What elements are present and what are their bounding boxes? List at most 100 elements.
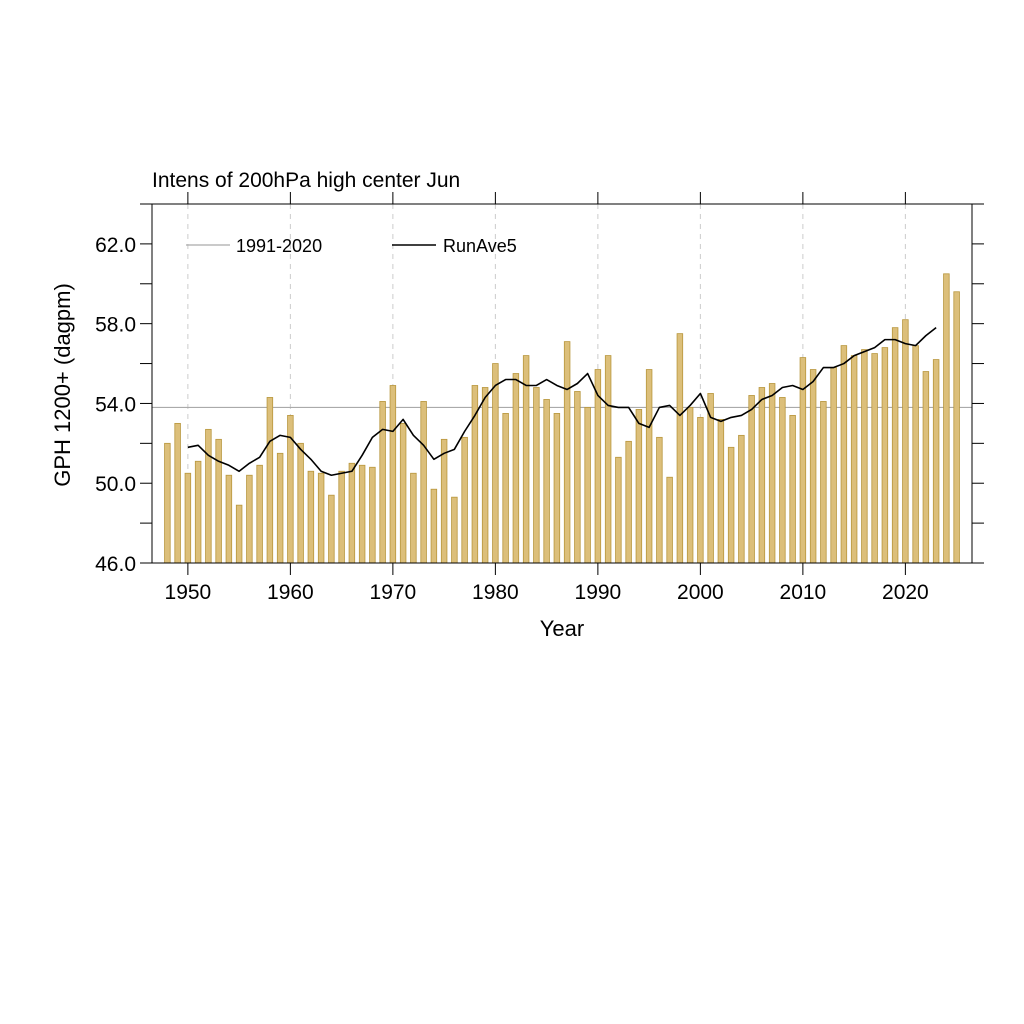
bar-1948 xyxy=(164,442,171,564)
bar-1962 xyxy=(307,470,315,564)
bar-1975 xyxy=(440,438,448,564)
bar-2006 xyxy=(758,387,766,564)
bar-1963 xyxy=(317,472,325,564)
bar-2019 xyxy=(891,327,899,564)
bar-2021 xyxy=(912,345,919,564)
bar-2017 xyxy=(871,353,878,564)
bar-1954 xyxy=(225,474,233,564)
bar-1981 xyxy=(502,413,509,564)
bar-1991 xyxy=(604,355,612,564)
bar-1988 xyxy=(574,391,581,564)
x-tick-label-1960: 1960 xyxy=(267,581,314,604)
y-tick-label-46: 46.0 xyxy=(95,553,136,576)
bar-1951 xyxy=(194,460,202,564)
bar-1999 xyxy=(686,407,694,564)
bar-2016 xyxy=(861,349,868,564)
bar-1992 xyxy=(615,456,622,564)
bar-1959 xyxy=(276,452,284,564)
y-tick-labels: 46.0 50.0 54.0 58.0 62.0 xyxy=(95,234,136,576)
bar-1998 xyxy=(676,333,684,564)
x-tick-label-1950: 1950 xyxy=(165,581,212,604)
bar-1997 xyxy=(666,476,673,564)
bar-1980 xyxy=(492,363,499,564)
runave-line-layer xyxy=(187,327,937,477)
bar-1949 xyxy=(174,422,181,564)
bar-2014 xyxy=(840,345,848,564)
bar-2000 xyxy=(697,417,704,564)
bar-1955 xyxy=(235,504,243,564)
bar-1956 xyxy=(246,474,253,564)
bar-1993 xyxy=(625,440,632,564)
bar-1986 xyxy=(553,413,561,564)
legend: 1991-2020 RunAve5 xyxy=(186,236,517,256)
bar-1952 xyxy=(205,428,212,564)
x-tick-labels: 1950 1960 1970 1980 1990 2000 2010 2020 xyxy=(165,581,929,604)
bar-1969 xyxy=(379,401,386,564)
bar-1973 xyxy=(420,401,427,564)
bar-2002 xyxy=(717,418,725,564)
bar-1996 xyxy=(656,436,663,564)
bar-2011 xyxy=(809,369,817,564)
bar-1971 xyxy=(399,422,407,564)
y-tick-label-54: 54.0 xyxy=(95,393,136,416)
bar-1979 xyxy=(481,387,489,564)
x-tick-label-1980: 1980 xyxy=(472,581,519,604)
bar-2020 xyxy=(902,319,909,564)
legend-label-runave5: RunAve5 xyxy=(443,236,517,256)
bar-1995 xyxy=(645,369,653,564)
x-tick-label-2020: 2020 xyxy=(882,581,929,604)
bar-1970 xyxy=(389,385,397,564)
bar-1976 xyxy=(451,496,458,564)
x-tick-label-2010: 2010 xyxy=(780,581,827,604)
bar-1974 xyxy=(430,488,438,564)
bar-1966 xyxy=(348,462,356,564)
bar-1967 xyxy=(358,464,366,564)
bar-1977 xyxy=(461,436,468,564)
bars-layer xyxy=(164,273,960,564)
x-axis-title: Year xyxy=(540,616,584,641)
bar-1965 xyxy=(338,470,345,564)
bar-2023 xyxy=(932,359,940,564)
bar-2022 xyxy=(922,371,930,564)
bar-2008 xyxy=(779,397,786,564)
bar-1950 xyxy=(184,472,192,564)
bar-1958 xyxy=(266,397,274,564)
plot-frame xyxy=(151,203,973,564)
bar-1953 xyxy=(215,438,222,564)
ticks-layer xyxy=(140,192,984,575)
bar-1964 xyxy=(328,494,335,564)
bar-1994 xyxy=(635,409,643,564)
bar-2003 xyxy=(727,446,735,564)
bar-1968 xyxy=(369,466,376,564)
bar-2018 xyxy=(881,347,889,564)
series-line-runave5 xyxy=(187,327,937,477)
bar-1989 xyxy=(584,407,591,564)
bar-2025 xyxy=(953,291,960,564)
y-tick-label-62: 62.0 xyxy=(95,234,136,257)
chart-title: Intens of 200hPa high center Jun xyxy=(152,169,460,192)
x-tick-label-1970: 1970 xyxy=(370,581,417,604)
bar-2012 xyxy=(820,401,827,564)
bar-2005 xyxy=(748,395,755,564)
bar-2004 xyxy=(738,434,745,564)
bar-2015 xyxy=(850,355,858,564)
bar-1985 xyxy=(543,399,550,564)
bar-1982 xyxy=(512,373,520,564)
bar-1984 xyxy=(533,387,540,564)
bar-2009 xyxy=(789,415,796,564)
bar-1972 xyxy=(410,472,417,564)
x-tick-label-1990: 1990 xyxy=(575,581,622,604)
bar-1983 xyxy=(522,355,530,564)
bar-1990 xyxy=(594,369,602,564)
legend-label-reference: 1991-2020 xyxy=(236,236,322,256)
bar-2007 xyxy=(768,383,776,564)
bar-1957 xyxy=(256,464,263,564)
bar-2013 xyxy=(830,367,837,564)
bar-1987 xyxy=(563,341,571,564)
y-tick-label-50: 50.0 xyxy=(95,473,136,496)
bar-2024 xyxy=(943,273,950,564)
x-tick-label-2000: 2000 xyxy=(677,581,724,604)
bar-1961 xyxy=(297,442,304,564)
y-axis-title: GPH 1200+ (dagpm) xyxy=(50,283,75,487)
